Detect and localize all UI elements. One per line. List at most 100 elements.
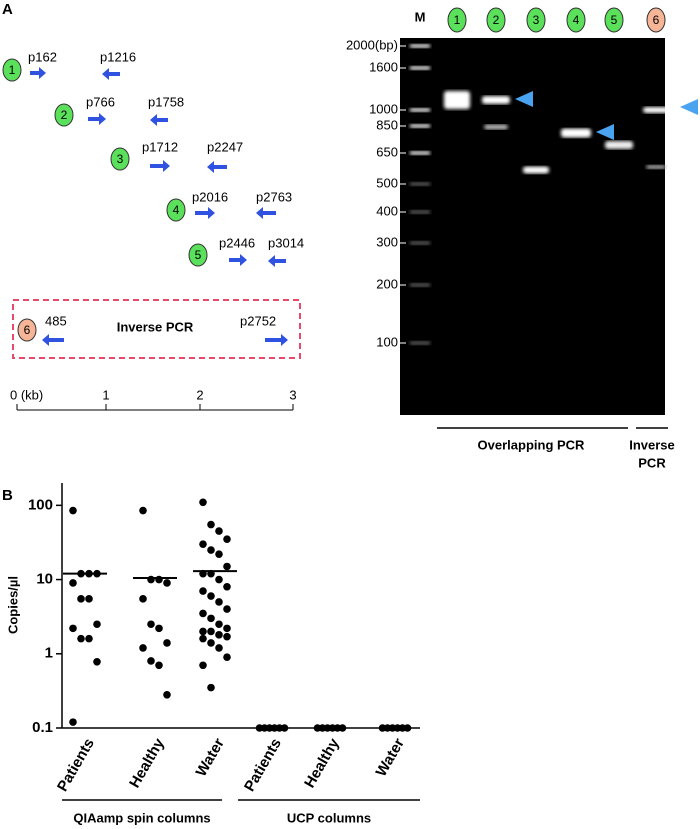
marker-label: 200 [376, 276, 398, 291]
y-tick-label: 1 [45, 645, 53, 662]
gel-band [484, 124, 508, 130]
marker-band [410, 341, 430, 345]
dot [215, 575, 223, 584]
primer-arrow [207, 161, 227, 173]
number-label: 4 [573, 13, 580, 27]
band-arrow [680, 99, 698, 115]
dot [215, 527, 223, 535]
band-arrow [596, 124, 614, 140]
scale-label: 2 [196, 387, 203, 402]
number-badge [17, 318, 37, 342]
dot [207, 592, 215, 600]
number-label: 1 [454, 13, 461, 27]
primer-label: p2763 [256, 189, 292, 204]
y-axis-label: Copies/µl [5, 576, 20, 634]
number-label: 5 [611, 13, 618, 27]
dot [69, 718, 77, 726]
marker-label: 850 [376, 117, 398, 132]
primer-arrow [88, 113, 106, 125]
dot [163, 579, 171, 587]
lane-label: M [415, 9, 426, 24]
dot [207, 683, 215, 692]
number-badge [604, 7, 624, 33]
marker-band [410, 210, 430, 214]
scale-label: 3 [289, 387, 296, 402]
marker-band [410, 283, 430, 287]
dot [215, 620, 223, 629]
dot [280, 724, 289, 732]
primer-label: 485 [45, 313, 67, 328]
primer-label: p1712 [142, 139, 178, 154]
marker-label: 100 [376, 334, 398, 349]
dot [85, 634, 93, 643]
dot [163, 639, 171, 647]
marker-label: 2000(bp) [346, 37, 398, 52]
gel-band [523, 166, 549, 174]
dot [223, 582, 231, 591]
primer-label: p766 [86, 94, 115, 109]
gel-group-label: Overlapping PCR [478, 437, 586, 452]
x-tick-label: Patients [54, 735, 98, 794]
dot [69, 624, 77, 633]
primer-arrow [195, 207, 215, 219]
marker-band [410, 151, 430, 155]
dot [139, 595, 147, 603]
gel-band [444, 91, 470, 109]
dot [199, 609, 207, 618]
panel-letter: A [2, 1, 13, 18]
dot [199, 540, 207, 548]
dot [69, 506, 77, 515]
number-badge [447, 7, 467, 33]
scale-label: 1 [102, 387, 109, 402]
gel-group-label: PCR [638, 455, 666, 470]
scale-label: 0 (kb) [10, 387, 43, 402]
number-badge [646, 7, 666, 33]
marker-label: 300 [376, 234, 398, 249]
number-badge [188, 243, 208, 267]
marker-band [410, 124, 430, 128]
number-label: 3 [117, 152, 124, 166]
dot [223, 653, 231, 661]
dot [147, 575, 155, 584]
marker-band [410, 44, 430, 48]
inverse-title: Inverse PCR [117, 319, 194, 334]
marker-label: 400 [376, 203, 398, 218]
number-label: 2 [61, 108, 68, 122]
primer-arrow [268, 255, 286, 267]
inverse-box [12, 299, 301, 359]
dot [207, 614, 215, 623]
number-label: 6 [24, 323, 31, 337]
primer-arrow [150, 160, 170, 172]
dot [155, 624, 163, 633]
dot [199, 498, 207, 507]
marker-label: 1600 [369, 59, 398, 74]
marker-band [410, 182, 430, 186]
x-tick-label: Water [373, 735, 408, 779]
panel-letter: B [2, 487, 13, 504]
primer-arrow [256, 207, 276, 219]
dot [85, 595, 93, 603]
primer-arrow [265, 334, 288, 346]
primer-label: p2016 [192, 189, 228, 204]
x-tick-label: Healthy [126, 735, 168, 791]
primer-label: p2446 [219, 235, 255, 250]
primer-label: p2752 [240, 313, 276, 328]
gel-band [482, 96, 510, 104]
marker-band [410, 66, 430, 70]
number-badge [54, 103, 74, 127]
dot [215, 550, 223, 558]
dot [199, 661, 207, 670]
dot [215, 598, 223, 606]
primer-arrow [229, 254, 247, 266]
primer-label: p1216 [100, 49, 136, 64]
primer-arrow [150, 114, 168, 126]
dot [139, 506, 147, 515]
dot [403, 724, 412, 732]
gel-group-label: Inverse [629, 437, 675, 452]
dot [93, 620, 101, 629]
primer-arrow [42, 334, 64, 346]
dot [139, 644, 147, 652]
group-label: QIAamp spin columns [73, 810, 210, 825]
primer-label: p3014 [268, 235, 304, 250]
dot [207, 546, 215, 554]
